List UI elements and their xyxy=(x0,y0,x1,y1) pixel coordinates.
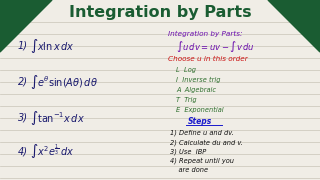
Text: 3): 3) xyxy=(18,113,28,123)
Text: $\int \tan^{-1}\!x\, dx$: $\int \tan^{-1}\!x\, dx$ xyxy=(30,109,85,127)
Text: E  Exponential: E Exponential xyxy=(176,107,224,113)
Text: 2): 2) xyxy=(18,77,28,87)
Text: 4): 4) xyxy=(18,147,28,157)
Text: Steps: Steps xyxy=(188,118,212,127)
Text: $\int u\,dv = uv - \int v\,du$: $\int u\,dv = uv - \int v\,du$ xyxy=(176,39,255,53)
Text: are done: are done xyxy=(170,167,208,173)
Text: 1) Define u and dv.: 1) Define u and dv. xyxy=(170,130,234,136)
Text: $\int e^{\theta}\sin(A\theta)\,d\theta$: $\int e^{\theta}\sin(A\theta)\,d\theta$ xyxy=(30,73,98,91)
Text: 4) Repeat until you: 4) Repeat until you xyxy=(170,158,234,164)
Text: 3) Use  IBP: 3) Use IBP xyxy=(170,149,206,155)
Text: $\int x \ln x\, dx$: $\int x \ln x\, dx$ xyxy=(30,37,75,55)
Text: T  Trig: T Trig xyxy=(176,97,196,103)
Text: 1): 1) xyxy=(18,41,28,51)
Polygon shape xyxy=(268,0,320,52)
Polygon shape xyxy=(0,0,52,52)
Text: L  Log: L Log xyxy=(176,67,196,73)
Text: Integration by Parts:: Integration by Parts: xyxy=(168,31,243,37)
Text: Integration by Parts: Integration by Parts xyxy=(69,6,251,21)
Text: A  Algebraic: A Algebraic xyxy=(176,87,216,93)
Text: I  Inverse trig: I Inverse trig xyxy=(176,77,220,83)
Text: 2) Calculate du and v.: 2) Calculate du and v. xyxy=(170,140,243,146)
Text: $\int x^2 e^{\frac{1}{3}}\, dx$: $\int x^2 e^{\frac{1}{3}}\, dx$ xyxy=(30,143,74,161)
Text: Choose u in this order: Choose u in this order xyxy=(168,56,248,62)
